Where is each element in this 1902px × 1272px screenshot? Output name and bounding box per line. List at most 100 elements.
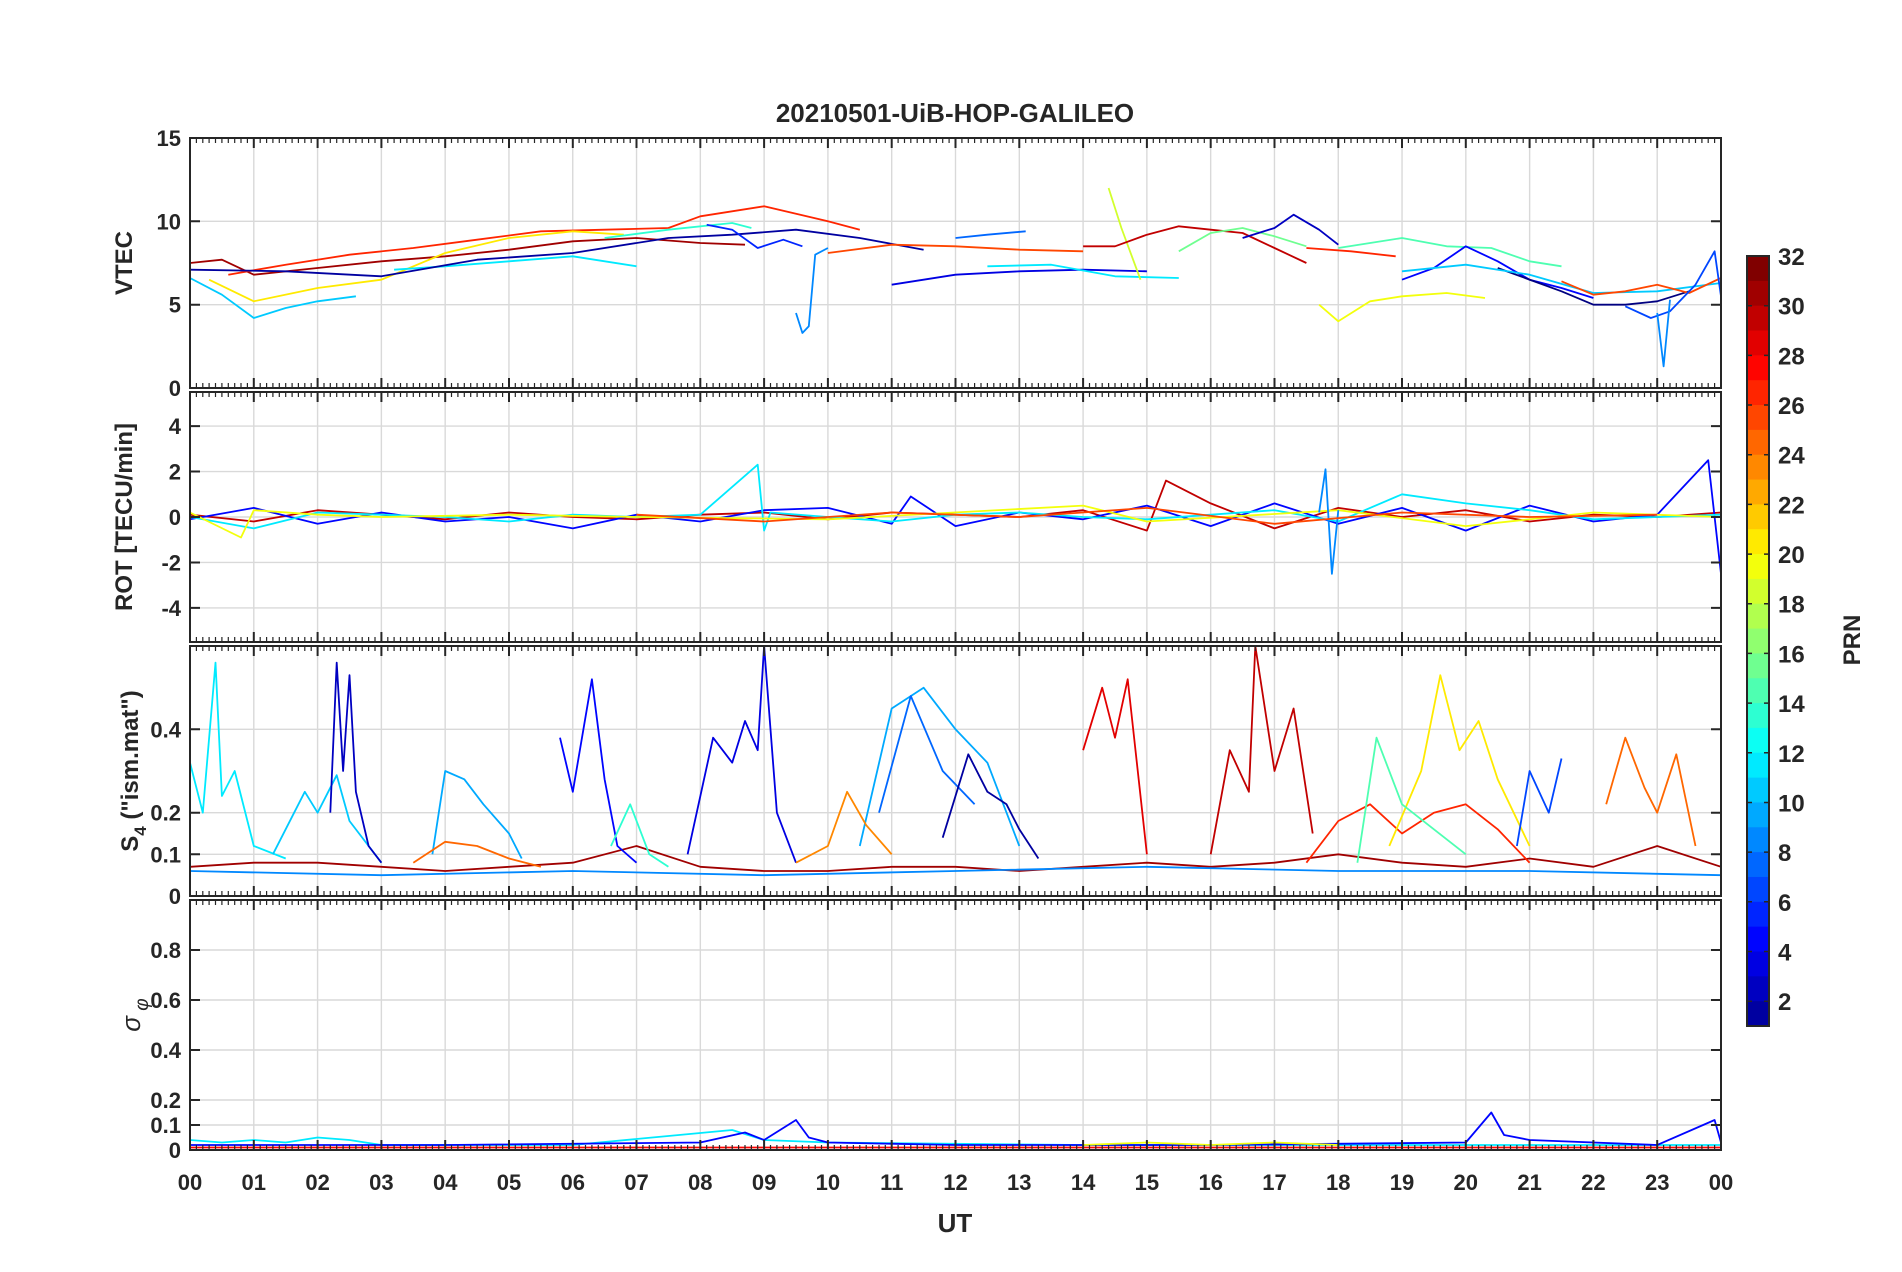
colorbar-swatch <box>1747 429 1769 456</box>
series-line-prn-11 <box>1401 263 1721 294</box>
colorbar-tick-label: 4 <box>1778 940 1792 967</box>
series-line-prn-14 <box>604 222 752 239</box>
x-tick-label: 05 <box>497 1170 521 1195</box>
x-tick-label: 16 <box>1198 1170 1222 1195</box>
series-line-prn-9 <box>190 865 1721 877</box>
x-tick-label: 17 <box>1262 1170 1286 1195</box>
colorbar-swatch <box>1747 305 1769 332</box>
x-tick-label: 10 <box>816 1170 840 1195</box>
colorbar-swatch <box>1747 703 1769 729</box>
series-line-prn-11 <box>272 774 383 864</box>
major-ticks-x <box>189 138 1722 388</box>
y-tick-label: 0 <box>169 376 181 401</box>
colorbar-swatch <box>1747 330 1769 356</box>
colorbar-swatch <box>1747 852 1769 878</box>
colorbar-swatch <box>1747 355 1769 381</box>
series-line-prn-26 <box>636 507 1658 525</box>
y-tick-label: 0.4 <box>150 1038 181 1063</box>
x-tick-label: 20 <box>1454 1170 1478 1195</box>
series-line-prn-31 <box>190 845 1721 872</box>
colorbar-tick-label: 8 <box>1778 840 1791 867</box>
y-tick-label: 0.1 <box>150 842 181 867</box>
series-line-prn-20 <box>190 504 1721 539</box>
x-tick-label: 00 <box>1709 1170 1733 1195</box>
series-line-prn-9 <box>1656 299 1671 368</box>
major-ticks-x <box>189 900 1722 1150</box>
series-line-prn-15 <box>1356 736 1467 863</box>
series-line-prn-16 <box>1178 227 1307 253</box>
series-line-prn-27 <box>1306 247 1396 258</box>
major-ticks-x <box>189 392 1722 642</box>
series-line-prn-14 <box>610 803 669 868</box>
series-line-prn-8 <box>955 230 1026 239</box>
colorbar-swatch <box>1747 901 1769 928</box>
colorbar-tick-label: 2 <box>1778 989 1791 1016</box>
x-tick-label: 00 <box>178 1170 202 1195</box>
series-line-prn-12 <box>190 463 1721 532</box>
series-line-prn-10 <box>858 686 1021 847</box>
colorbar-swatch <box>1747 578 1769 605</box>
colorbar-swatch <box>1747 976 1769 1002</box>
series-line-prn-29 <box>1082 678 1148 855</box>
colorbar-tick-label: 16 <box>1778 641 1805 668</box>
major-ticks-y <box>190 425 1721 609</box>
major-ticks-y <box>190 137 1721 389</box>
y-tick-label: 5 <box>169 293 181 318</box>
colorbar-swatch <box>1747 628 1769 655</box>
series-line-prn-1 <box>1497 267 1690 306</box>
colorbar-swatch <box>1747 802 1769 828</box>
colorbar-swatch <box>1747 529 1769 555</box>
x-tick-label: 03 <box>369 1170 393 1195</box>
x-tick-label: 12 <box>943 1170 967 1195</box>
series-line-prn-5 <box>1401 245 1594 299</box>
panel-rot: -4 -2 0 2 4 ROT [TECU/min] <box>111 391 1722 643</box>
y-tick-label: 0.8 <box>150 938 181 963</box>
colorbar-tick-label: 22 <box>1778 492 1805 519</box>
x-tick-label: 09 <box>752 1170 776 1195</box>
colorbar-swatch <box>1747 405 1769 431</box>
x-tick-label: 15 <box>1135 1170 1159 1195</box>
x-tick-label: 22 <box>1581 1170 1605 1195</box>
y-tick-label: 10 <box>157 209 181 234</box>
colorbar-swatch <box>1747 876 1769 903</box>
series-line-prn-25 <box>1605 736 1697 847</box>
series-line-prn-25 <box>412 840 542 868</box>
colorbar-frame <box>1746 255 1770 1027</box>
series-line-prn-9 <box>795 247 829 334</box>
x-tick-label: 14 <box>1071 1170 1096 1195</box>
y-tick-label: 0.4 <box>150 717 181 742</box>
series-group <box>190 187 1721 368</box>
colorbar-swatch <box>1747 380 1769 406</box>
major-ticks-y <box>190 728 1721 897</box>
x-tick-label: 19 <box>1390 1170 1414 1195</box>
x-tick-label: 18 <box>1326 1170 1350 1195</box>
colorbar-swatch <box>1747 454 1769 481</box>
colorbar-swatch <box>1747 256 1769 282</box>
series-line-prn-3 <box>329 661 383 864</box>
series-line-prn-26 <box>827 243 1084 254</box>
major-ticks-y <box>190 949 1721 1151</box>
x-tick-label: 07 <box>624 1170 648 1195</box>
x-tick-labels: 00 01 02 03 04 05 06 07 08 09 10 11 12 13 14 15 16 17 18 19… <box>178 1170 1733 1195</box>
minor-ticks <box>195 900 1716 1150</box>
minor-ticks <box>195 646 1716 896</box>
colorbar-tick-label: 10 <box>1778 791 1805 818</box>
series-line-prn-21 <box>208 230 624 303</box>
series-line-prn-2 <box>941 753 1040 859</box>
x-tick-label: 21 <box>1517 1170 1541 1195</box>
colorbar-swatch <box>1747 603 1769 630</box>
series-line-prn-21 <box>1388 674 1531 847</box>
series-line-prn-7 <box>1624 250 1721 319</box>
colorbar-swatch <box>1747 1001 1769 1027</box>
colorbar-tick-label: 28 <box>1778 343 1805 370</box>
colorbar-swatch <box>1747 280 1769 307</box>
colorbar-swatch <box>1747 678 1769 704</box>
minor-ticks <box>195 138 1716 388</box>
colorbar-label: PRN <box>1839 615 1866 666</box>
y-tick-label: -4 <box>161 596 181 621</box>
series-line-prn-30 <box>1209 646 1314 855</box>
colorbar-tick-label: 30 <box>1778 294 1805 321</box>
series-line-prn-27 <box>1305 803 1531 864</box>
colorbar-swatch <box>1747 951 1769 977</box>
x-tick-label: 02 <box>305 1170 329 1195</box>
